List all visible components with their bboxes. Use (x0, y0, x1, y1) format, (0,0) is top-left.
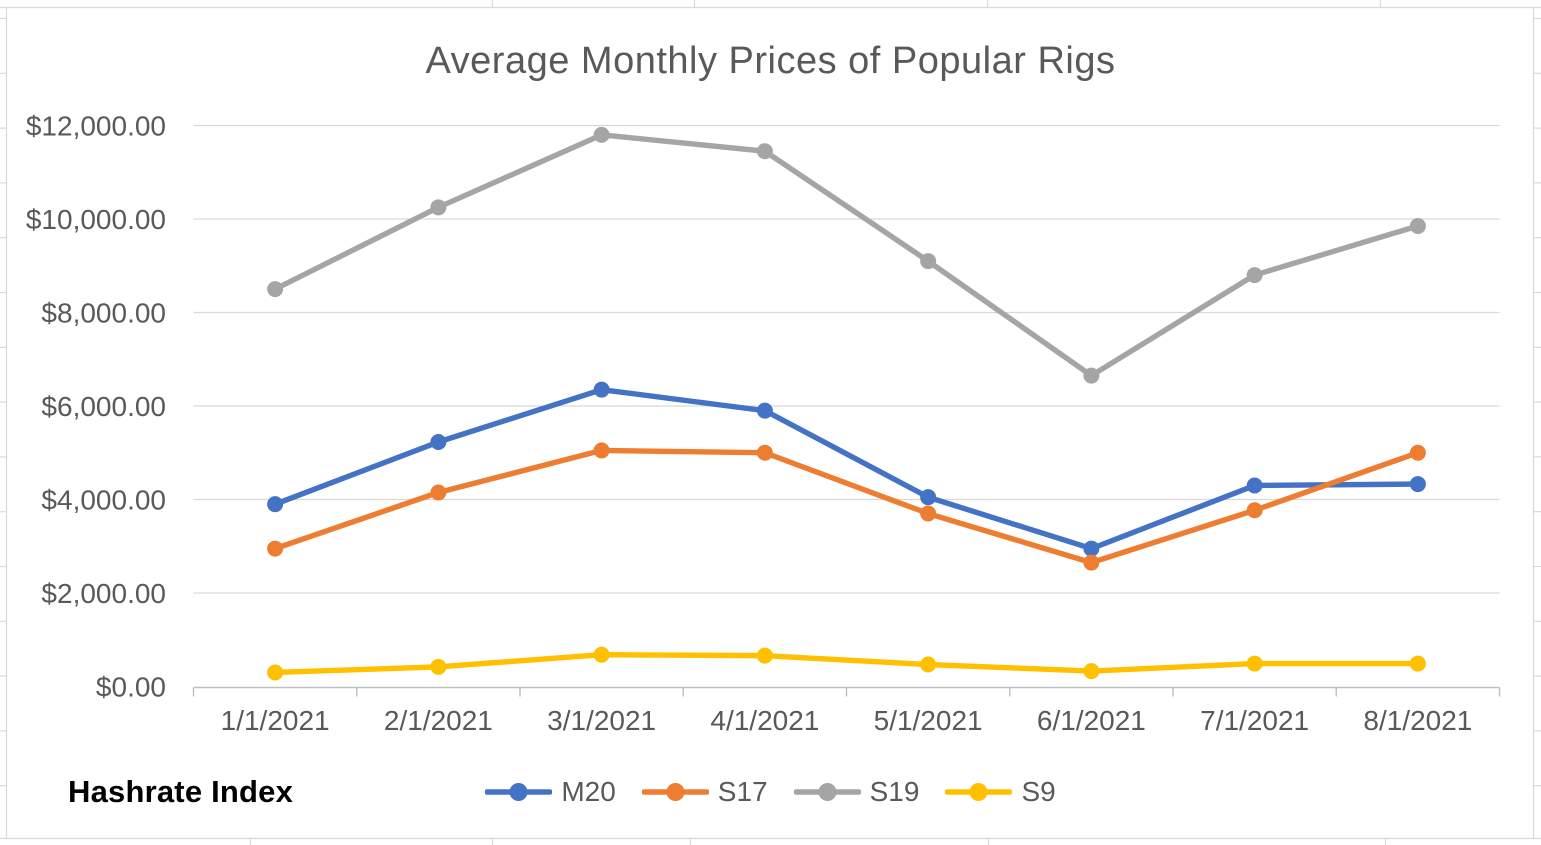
series-S19 (267, 126, 1426, 384)
chart-title: Average Monthly Prices of Popular Rigs (425, 40, 1116, 82)
series-marker-S17 (593, 442, 610, 459)
x-tick-label: 6/1/2021 (1037, 705, 1146, 736)
legend-dot (509, 783, 528, 801)
series-line-S9 (272, 652, 1421, 676)
series-marker-S17 (920, 505, 937, 522)
series-marker-S17 (756, 444, 773, 461)
legend-marker-icon (793, 783, 861, 801)
y-tick-label: $6,000.00 (41, 391, 166, 422)
series-marker-S9 (1246, 655, 1263, 672)
series-marker-S17 (430, 484, 447, 501)
series-M20 (267, 381, 1426, 557)
legend-dot (666, 783, 685, 801)
legend-label: S17 (717, 776, 768, 807)
legend-dot (969, 783, 988, 801)
legend-item-S19: S19 (793, 776, 920, 808)
series-marker-S19 (430, 199, 447, 216)
legend-marker-icon (641, 783, 709, 801)
series-marker-M20 (1409, 476, 1426, 493)
series-marker-S19 (756, 143, 773, 160)
series-marker-S19 (1246, 267, 1263, 284)
series-marker-M20 (267, 496, 284, 513)
legend-label: S9 (1021, 776, 1056, 807)
series-marker-S19 (267, 281, 284, 298)
series-marker-S9 (920, 656, 937, 673)
series-marker-S9 (756, 647, 773, 664)
x-tick-label: 8/1/2021 (1363, 705, 1472, 736)
series-marker-S19 (920, 253, 937, 270)
series-marker-M20 (1246, 477, 1263, 494)
x-tick-label: 4/1/2021 (710, 705, 819, 736)
gridlines-group (193, 124, 1500, 594)
y-tick-label: $10,000.00 (26, 204, 166, 235)
x-tick-label: 2/1/2021 (384, 705, 493, 736)
series-marker-M20 (593, 381, 610, 398)
series-marker-S9 (593, 646, 610, 663)
series-marker-M20 (430, 433, 447, 450)
x-tick-label: 5/1/2021 (874, 705, 983, 736)
legend-marker-icon (945, 783, 1013, 801)
series-marker-M20 (920, 489, 937, 506)
x-axis (192, 686, 1501, 697)
series-marker-S19 (1409, 218, 1426, 235)
series-line-S17 (272, 447, 1421, 566)
series-marker-S19 (593, 126, 610, 143)
series-marker-S9 (430, 658, 447, 675)
series-marker-S9 (1083, 663, 1100, 680)
y-axis-labels: $0.00 $2,000.00 $4,000.00 $6,000.00 $8,000.0… (26, 110, 166, 702)
y-tick-label: $8,000.00 (41, 297, 166, 328)
series-marker-S17 (1083, 554, 1100, 571)
y-tick-label: $4,000.00 (41, 484, 166, 515)
x-tick-label: 7/1/2021 (1200, 705, 1309, 736)
series-marker-S9 (1409, 655, 1426, 672)
legend-marker-icon (485, 783, 553, 801)
series-line-M20 (272, 386, 1421, 552)
y-tick-label: $0.00 (96, 671, 166, 702)
series-marker-S9 (267, 664, 284, 681)
chart-legend: M20 S17 S19 S9 (0, 772, 1541, 812)
series-marker-M20 (756, 402, 773, 419)
series-S9 (267, 646, 1426, 681)
y-tick-label: $2,000.00 (41, 578, 166, 609)
x-tick-label: 1/1/2021 (221, 705, 330, 736)
legend-dot (818, 783, 837, 801)
series-marker-S17 (1246, 502, 1263, 519)
x-tick-label: 3/1/2021 (547, 705, 656, 736)
legend-item-S17: S17 (641, 776, 768, 808)
series-marker-S19 (1083, 367, 1100, 384)
series-marker-M20 (1083, 540, 1100, 557)
series-S17 (267, 442, 1426, 571)
x-axis-labels: 1/1/2021 2/1/2021 3/1/2021 4/1/2021 5/1/2021… (221, 705, 1473, 736)
series-marker-S17 (1409, 444, 1426, 461)
brand-label: Hashrate Index (68, 774, 294, 809)
series-marker-S17 (267, 540, 284, 557)
y-tick-label: $12,000.00 (26, 110, 166, 141)
legend-item-M20: M20 (485, 776, 616, 808)
legend-item-S9: S9 (945, 776, 1056, 808)
legend-label: M20 (561, 776, 616, 807)
legend-label: S19 (869, 776, 920, 807)
series-line-S19 (272, 132, 1421, 379)
